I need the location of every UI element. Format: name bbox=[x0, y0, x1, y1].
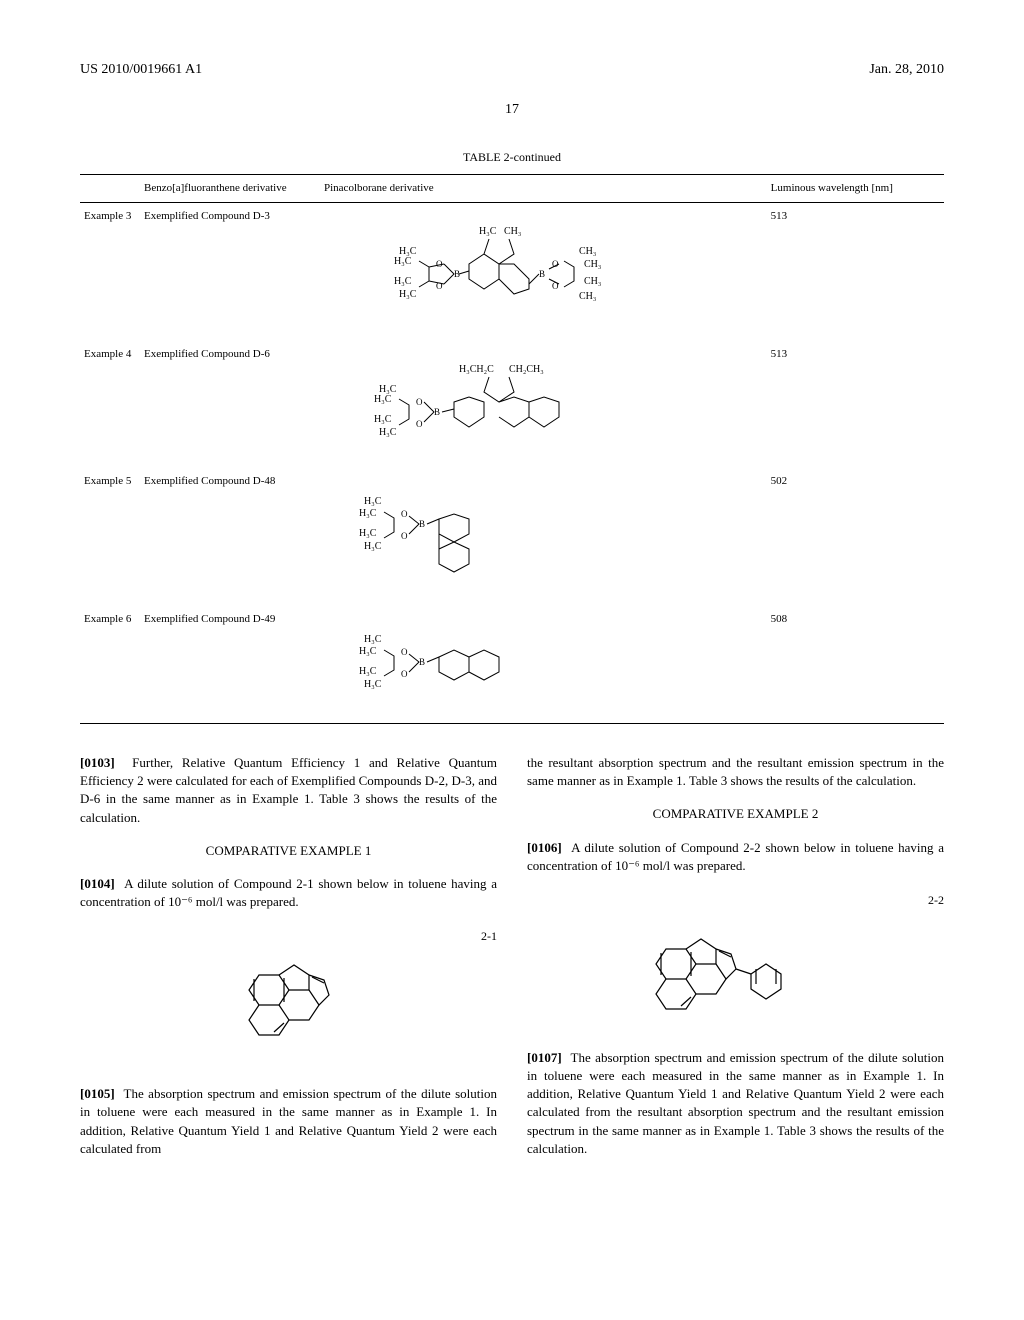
paragraph: [0104] A dilute solution of Compound 2-1… bbox=[80, 875, 497, 911]
svg-text:CH₃: CH₃ bbox=[579, 291, 596, 302]
svg-text:O: O bbox=[401, 509, 408, 519]
section-heading: COMPARATIVE EXAMPLE 2 bbox=[527, 805, 944, 823]
paragraph: [0107] The absorption spectrum and emiss… bbox=[527, 1049, 944, 1158]
paragraph-text: A dilute solution of Compound 2-2 shown … bbox=[527, 840, 944, 873]
paragraph-continuation: the resultant absorption spectrum and th… bbox=[527, 754, 944, 790]
svg-text:H₃C: H₃C bbox=[399, 289, 417, 300]
svg-text:H₃C: H₃C bbox=[479, 226, 497, 237]
svg-text:H₃C: H₃C bbox=[359, 666, 377, 677]
svg-text:H₃C: H₃C bbox=[379, 427, 397, 438]
svg-text:B: B bbox=[419, 657, 425, 667]
cell-wavelength: 508 bbox=[767, 606, 944, 724]
paragraph: [0106] A dilute solution of Compound 2-2… bbox=[527, 839, 944, 875]
svg-text:H₃C: H₃C bbox=[359, 508, 377, 519]
svg-text:CH₃: CH₃ bbox=[579, 246, 596, 257]
table-row: Example 4 Exemplified Compound D-6 H₃CH₂… bbox=[80, 341, 944, 468]
svg-text:H₃C: H₃C bbox=[364, 679, 382, 690]
cell-example: Example 5 bbox=[80, 468, 140, 605]
svg-text:H₃C: H₃C bbox=[374, 394, 392, 405]
left-column: [0103] Further, Relative Quantum Efficie… bbox=[80, 754, 497, 1170]
svg-text:H₃C: H₃C bbox=[394, 276, 412, 287]
svg-text:CH₃: CH₃ bbox=[504, 226, 521, 237]
cell-derivative: Exemplified Compound D-6 bbox=[140, 341, 320, 468]
paragraph-text: A dilute solution of Compound 2-1 shown … bbox=[80, 876, 497, 909]
paragraph-text: The absorption spectrum and emission spe… bbox=[80, 1086, 497, 1156]
svg-text:O: O bbox=[552, 259, 559, 269]
svg-text:O: O bbox=[401, 669, 408, 679]
paragraph: [0105] The absorption spectrum and emiss… bbox=[80, 1085, 497, 1158]
page-header: US 2010/0019661 A1 Jan. 28, 2010 bbox=[80, 60, 944, 80]
chemical-structure-icon bbox=[224, 945, 354, 1065]
svg-text:B: B bbox=[434, 407, 440, 417]
cell-derivative: Exemplified Compound D-49 bbox=[140, 606, 320, 724]
column-header-pinacolborane: Pinacolborane derivative bbox=[320, 174, 767, 202]
paragraph-number: [0106] bbox=[527, 840, 562, 855]
column-header-example bbox=[80, 174, 140, 202]
svg-text:H₃C: H₃C bbox=[364, 541, 382, 552]
publication-date: Jan. 28, 2010 bbox=[869, 60, 944, 80]
cell-example: Example 4 bbox=[80, 341, 140, 468]
compound-label: 2-1 bbox=[481, 928, 497, 945]
svg-text:H₃C: H₃C bbox=[359, 646, 377, 657]
svg-text:CH₂CH₃: CH₂CH₃ bbox=[509, 364, 544, 375]
svg-text:O: O bbox=[436, 281, 443, 291]
cell-example: Example 3 bbox=[80, 203, 140, 341]
compound-table: Benzo[a]fluoranthene derivative Pinacolb… bbox=[80, 174, 944, 724]
svg-text:B: B bbox=[539, 269, 545, 279]
svg-text:O: O bbox=[401, 531, 408, 541]
svg-text:O: O bbox=[552, 281, 559, 291]
cell-wavelength: 513 bbox=[767, 203, 944, 341]
column-header-derivative: Benzo[a]fluoranthene derivative bbox=[140, 174, 320, 202]
table-row: Example 3 Exemplified Compound D-3 H₃C C… bbox=[80, 203, 944, 341]
svg-text:H₃CH₂C: H₃CH₂C bbox=[459, 364, 494, 375]
svg-text:H₃C: H₃C bbox=[374, 414, 392, 425]
cell-wavelength: 502 bbox=[767, 468, 944, 605]
svg-text:O: O bbox=[436, 259, 443, 269]
paragraph-text: The absorption spectrum and emission spe… bbox=[527, 1050, 944, 1156]
chemical-structure-icon: H₃C H₃C H₃C H₃C O O B bbox=[324, 484, 504, 584]
paragraph-number: [0104] bbox=[80, 876, 115, 891]
svg-text:B: B bbox=[419, 519, 425, 529]
table-row: Example 6 Exemplified Compound D-49 H₃C … bbox=[80, 606, 944, 724]
cell-example: Example 6 bbox=[80, 606, 140, 724]
compound-figure bbox=[527, 909, 944, 1034]
compound-label: 2-2 bbox=[928, 892, 944, 909]
svg-text:H₃C: H₃C bbox=[364, 634, 382, 645]
paragraph-number: [0103] bbox=[80, 755, 115, 770]
svg-text:CH₃: CH₃ bbox=[584, 259, 601, 270]
right-column: the resultant absorption spectrum and th… bbox=[527, 754, 944, 1170]
paragraph-text: Further, Relative Quantum Efficiency 1 a… bbox=[80, 755, 497, 825]
paragraph-number: [0105] bbox=[80, 1086, 115, 1101]
cell-structure: H₃C H₃C H₃C H₃C O O B bbox=[320, 606, 767, 724]
patent-number: US 2010/0019661 A1 bbox=[80, 60, 202, 80]
page-number: 17 bbox=[80, 100, 944, 120]
body-columns: [0103] Further, Relative Quantum Efficie… bbox=[80, 754, 944, 1170]
section-heading: COMPARATIVE EXAMPLE 1 bbox=[80, 842, 497, 860]
column-header-wavelength: Luminous wavelength [nm] bbox=[767, 174, 944, 202]
chemical-structure-icon: H₃CH₂C CH₂CH₃ H₃C H₃C H₃C H₃C O O bbox=[324, 357, 584, 447]
table-caption: TABLE 2-continued bbox=[80, 149, 944, 166]
cell-derivative: Exemplified Compound D-48 bbox=[140, 468, 320, 605]
paragraph-number: [0107] bbox=[527, 1050, 562, 1065]
svg-text:H₃C: H₃C bbox=[394, 256, 412, 267]
compound-figure bbox=[80, 945, 497, 1070]
chemical-structure-icon bbox=[641, 909, 831, 1029]
svg-text:H₃C: H₃C bbox=[364, 496, 382, 507]
svg-text:H₃C: H₃C bbox=[359, 528, 377, 539]
cell-wavelength: 513 bbox=[767, 341, 944, 468]
paragraph: [0103] Further, Relative Quantum Efficie… bbox=[80, 754, 497, 827]
table-row: Example 5 Exemplified Compound D-48 H₃C … bbox=[80, 468, 944, 605]
cell-structure: H₃CH₂C CH₂CH₃ H₃C H₃C H₃C H₃C O O bbox=[320, 341, 767, 468]
chemical-structure-icon: H₃C CH₃ H₃C H₃C H₃C H₃C O O bbox=[324, 219, 644, 319]
cell-derivative: Exemplified Compound D-3 bbox=[140, 203, 320, 341]
svg-text:O: O bbox=[416, 419, 423, 429]
svg-text:O: O bbox=[416, 397, 423, 407]
svg-text:CH₃: CH₃ bbox=[584, 276, 601, 287]
chemical-structure-icon: H₃C H₃C H₃C H₃C O O B bbox=[324, 622, 524, 702]
cell-structure: H₃C H₃C H₃C H₃C O O B bbox=[320, 468, 767, 605]
cell-structure: H₃C CH₃ H₃C H₃C H₃C H₃C O O bbox=[320, 203, 767, 341]
svg-text:O: O bbox=[401, 647, 408, 657]
